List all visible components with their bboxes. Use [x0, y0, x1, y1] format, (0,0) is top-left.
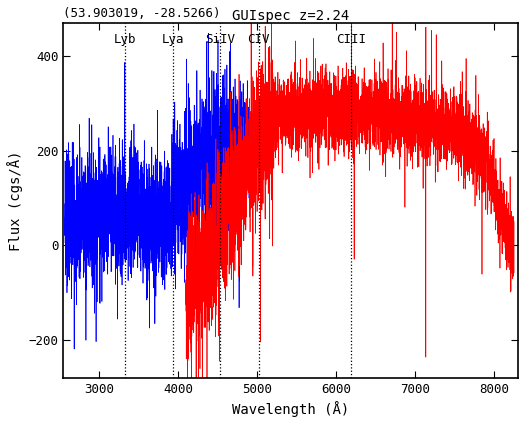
Title: GUIspec z=2.24: GUIspec z=2.24 [232, 9, 349, 23]
Text: (53.903019, -28.5266): (53.903019, -28.5266) [64, 7, 221, 20]
Text: Lyb: Lyb [113, 33, 136, 46]
Text: SiIV: SiIV [205, 33, 235, 46]
Text: CIII: CIII [336, 33, 366, 46]
Text: CIV: CIV [247, 33, 270, 46]
Text: Lya: Lya [162, 33, 184, 46]
Y-axis label: Flux (cgs/Å): Flux (cgs/Å) [7, 150, 23, 251]
X-axis label: Wavelength (Å): Wavelength (Å) [232, 401, 349, 417]
